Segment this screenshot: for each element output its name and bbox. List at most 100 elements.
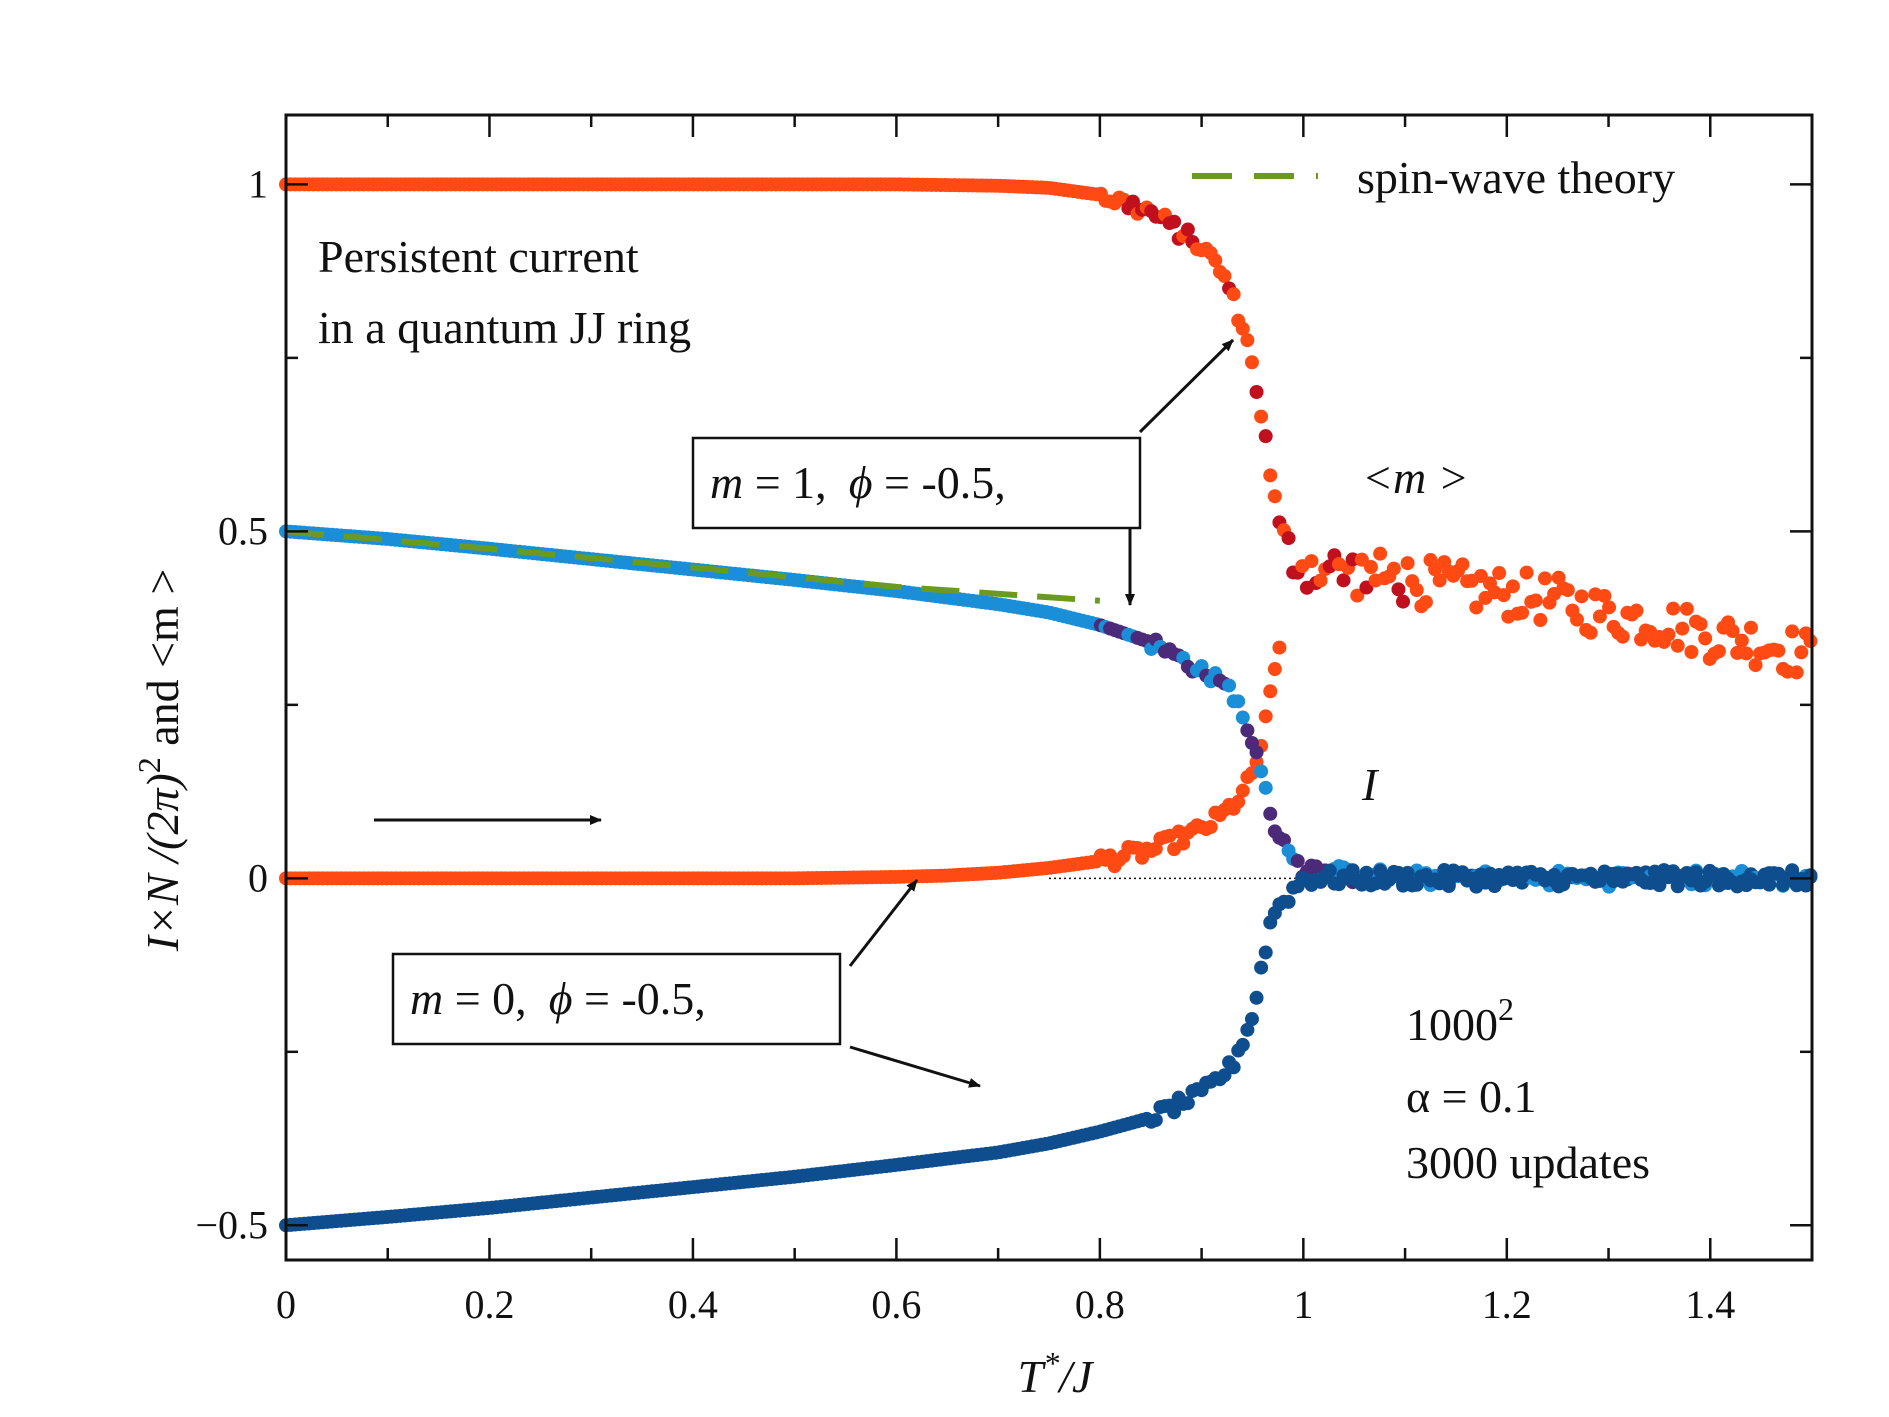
data-point (1258, 945, 1273, 960)
data-point (1441, 876, 1456, 891)
data-point (1739, 646, 1754, 661)
x-tick-label: 0.4 (668, 1282, 718, 1327)
series-1 (279, 640, 1287, 886)
data-point (1226, 287, 1241, 302)
data-point (1267, 662, 1282, 677)
x-tick-label: 1 (1293, 1282, 1313, 1327)
data-point (1492, 566, 1507, 581)
data-point (1803, 868, 1818, 883)
data-point (1167, 1105, 1182, 1120)
data-point (1689, 865, 1704, 880)
data-point (1203, 819, 1218, 834)
data-point (1240, 1022, 1255, 1037)
data-point (1574, 589, 1589, 604)
data-point (1455, 557, 1470, 572)
data-point (1231, 694, 1246, 709)
data-point (1263, 806, 1278, 821)
data-point (1235, 783, 1250, 798)
y-tick-label: 0.5 (218, 508, 268, 553)
box-m0-text: m = 0, ϕ = -0.5, (410, 973, 706, 1024)
data-point (1249, 384, 1264, 399)
series-layer (279, 177, 1818, 1233)
data-point (1254, 764, 1269, 779)
data-point (1789, 665, 1804, 680)
data-point (1244, 1012, 1259, 1027)
annotation-title-line2: in a quantum JJ ring (318, 302, 691, 353)
data-point (1661, 627, 1676, 642)
data-point (1515, 605, 1530, 620)
data-point (1528, 593, 1543, 608)
data-point (1743, 620, 1758, 635)
data-point (1400, 556, 1415, 571)
data-point (1277, 833, 1292, 848)
data-point (1240, 723, 1255, 738)
annotation-title-line1: Persistent current (318, 231, 639, 282)
data-point (1519, 565, 1534, 580)
data-point (1391, 582, 1406, 597)
data-point (1208, 253, 1223, 268)
data-point (1148, 1113, 1163, 1128)
data-point (1345, 863, 1360, 878)
data-point (1698, 631, 1713, 646)
data-point (1602, 600, 1617, 615)
data-point (1487, 879, 1502, 894)
data-point (1267, 489, 1282, 504)
data-point (1785, 624, 1800, 639)
box-m0-frame (391, 952, 842, 1046)
spin-wave-theory-line (285, 528, 1101, 604)
data-point (1537, 571, 1552, 586)
box-m1-text: m = 1, ϕ = -0.5, (710, 457, 1006, 508)
y-tick-label: −0.5 (195, 1202, 268, 1247)
data-point (1217, 269, 1232, 284)
x-tick-label: 0.8 (1075, 1282, 1125, 1327)
x-tick-label: 0 (276, 1282, 296, 1327)
arrow-m0-to-m-curve (848, 879, 919, 967)
data-point (1180, 222, 1195, 237)
data-point (1505, 579, 1520, 594)
arrow-m1-to-m-curve (1138, 338, 1235, 434)
data-point (1281, 894, 1296, 909)
data-point (1794, 645, 1809, 660)
data-point (1304, 554, 1319, 569)
data-point (1254, 960, 1269, 975)
data-point (1551, 570, 1566, 585)
annotation-params-line3: 3000 updates (1406, 1137, 1650, 1188)
data-point (1373, 546, 1388, 561)
data-point (1569, 612, 1584, 627)
data-point (1258, 429, 1273, 444)
x-axis-title: T*/J (1018, 1345, 1095, 1402)
x-tick-label: 1.4 (1685, 1282, 1735, 1327)
data-point (1675, 621, 1690, 636)
data-point (1496, 588, 1511, 603)
data-point (1249, 745, 1264, 760)
x-tick-label: 1.2 (1482, 1282, 1532, 1327)
data-point (1350, 588, 1365, 603)
data-point (1432, 573, 1447, 588)
axis-ticks: 0 0.2 0.4 0.6 0.8 1 1.2 1.4−0.500.51 (195, 115, 1814, 1327)
data-point (1226, 1060, 1241, 1075)
data-point (1629, 603, 1644, 618)
box-m1-frame (691, 436, 1142, 530)
data-point (1176, 836, 1191, 851)
y-tick-label: 0 (248, 855, 268, 900)
data-point (1231, 794, 1246, 809)
data-point (1258, 709, 1273, 724)
annotation-params-line1: 10002 (1406, 991, 1514, 1050)
data-point (1803, 634, 1818, 649)
data-point (1258, 780, 1273, 795)
y-axis-title: I×N /(2π)2 and <m > (131, 569, 188, 953)
data-point (1217, 1068, 1232, 1083)
data-point (1386, 561, 1401, 576)
data-point (1359, 865, 1374, 880)
data-point (1235, 321, 1250, 336)
arrow-m0-to-i-curve (849, 1045, 981, 1088)
data-point (1235, 1037, 1250, 1052)
data-point (1684, 645, 1699, 660)
data-point (1290, 853, 1305, 868)
x-tick-label: 0.6 (871, 1282, 921, 1327)
series-3 (279, 863, 1818, 1233)
data-point (1313, 573, 1328, 588)
plot-frame (284, 113, 1814, 1262)
data-point (1244, 355, 1259, 370)
